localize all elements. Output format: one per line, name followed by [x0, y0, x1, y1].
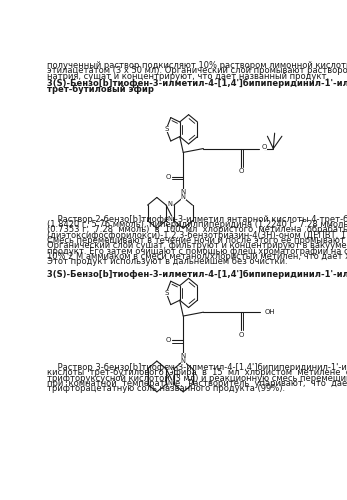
Text: 10% 2 М аммиаком в смеси метанол/хлористый метилен, что дает желаемый продукт.: 10% 2 М аммиаком в смеси метанол/хлорист…: [48, 252, 347, 261]
Text: продукт. Его затем очищают с помощью флеш хроматографии на силикагеле, элюируя 0: продукт. Его затем очищают с помощью фле…: [48, 246, 347, 256]
Text: (0.7353 г,  7.28  ммоль)  в  100  мл  хлористого  метилена  обрабатывают  3-: (0.7353 г, 7.28 ммоль) в 100 мл хлористо…: [48, 226, 347, 234]
Text: натрия, сушат и концентрируют, что дает названный продукт.: натрия, сушат и концентрируют, что дает …: [48, 72, 330, 81]
Text: Этот продукт используют в дальнейшем без очистки.: Этот продукт используют в дальнейшем без…: [48, 258, 288, 266]
Text: кислоты  трет-бутилового  эфира  в  15  мл  хлористом  метилене  обрабатывают: кислоты трет-бутилового эфира в 15 мл хл…: [48, 368, 347, 378]
Text: Раствор 3-бензо[b]тиофен-3-илметил-4-[1,4']бипиперидинил-1'-ил-4-оксо-масляной: Раствор 3-бензо[b]тиофен-3-илметил-4-[1,…: [48, 363, 347, 372]
Text: трифторуксусной кислотой (3 мл) и реакционную смесь перемешивают в течение ночи: трифторуксусной кислотой (3 мл) и реакци…: [48, 374, 347, 382]
Text: (1.8420 г, 5.76 ммоль), пиперидилпиперидина (1.2240 г, 7.28 ммоль) и триэтиламин: (1.8420 г, 5.76 ммоль), пиперидилпиперид…: [48, 220, 347, 229]
Text: Смесь перемешивают в течение ночи и после этого ее промывают водой (3 x 40 мл).: Смесь перемешивают в течение ночи и посл…: [48, 236, 347, 245]
Text: N: N: [168, 380, 172, 386]
Text: N: N: [168, 364, 172, 370]
Text: полученный раствор подкисляют 10% раствором лимонной кислоты и экстрагируют: полученный раствор подкисляют 10% раство…: [48, 61, 347, 70]
Text: трет-бутиловый эфир: трет-бутиловый эфир: [48, 84, 154, 94]
Text: N: N: [180, 189, 186, 195]
Text: (диэтоксифосфорилокси)-1,2,3-бензотриазин-4(3Н)-оном (ДЕПВТ, 1.8953 г, 6.34 ммол: (диэтоксифосфорилокси)-1,2,3-бензотриази…: [48, 230, 347, 239]
Text: 3(S)-Бензо[b]тиофен-3-илметил-4-[1,4']бипиперидинил-1'-ил-4-оксо-масляной  кисло: 3(S)-Бензо[b]тиофен-3-илметил-4-[1,4']би…: [48, 79, 347, 88]
Text: трифторацетатную соль названного продукта (99%).: трифторацетатную соль названного продукт…: [48, 384, 286, 393]
Text: N: N: [181, 358, 186, 364]
Text: Органический слой сушат, фильтруют и концентрируют в вакууме, что дает сырой: Органический слой сушат, фильтруют и кон…: [48, 242, 347, 250]
Text: O: O: [166, 338, 171, 344]
Text: S: S: [164, 126, 168, 132]
Text: N: N: [168, 216, 172, 222]
Text: S: S: [164, 290, 168, 296]
Text: N: N: [181, 194, 186, 200]
Text: O: O: [238, 332, 244, 338]
Text: 3(S)-Бензо[b]тиофен-3-илметил-4-[1,4']бипиперидинил-1'-ил-4-оксо-масляная кислот: 3(S)-Бензо[b]тиофен-3-илметил-4-[1,4']би…: [48, 270, 347, 279]
Text: O: O: [238, 168, 244, 174]
Text: OH: OH: [265, 309, 275, 315]
Text: N: N: [168, 201, 172, 207]
Text: этилацетатом (3 x 50 мл). Органический слой промывают раствором гидросульфита: этилацетатом (3 x 50 мл). Органический с…: [48, 66, 347, 76]
Text: Раствор 2-бензо[b]тиофен-3-илметил янтарной кислоты 4-трет-бутилового эфира: Раствор 2-бензо[b]тиофен-3-илметил янтар…: [48, 215, 347, 224]
Text: O: O: [166, 174, 171, 180]
Text: при  комнатной  температуре.  Растворитель  упаривают,  что  дает  соответствующ: при комнатной температуре. Растворитель …: [48, 379, 347, 388]
Text: O: O: [261, 144, 266, 150]
Text: N: N: [180, 352, 186, 358]
